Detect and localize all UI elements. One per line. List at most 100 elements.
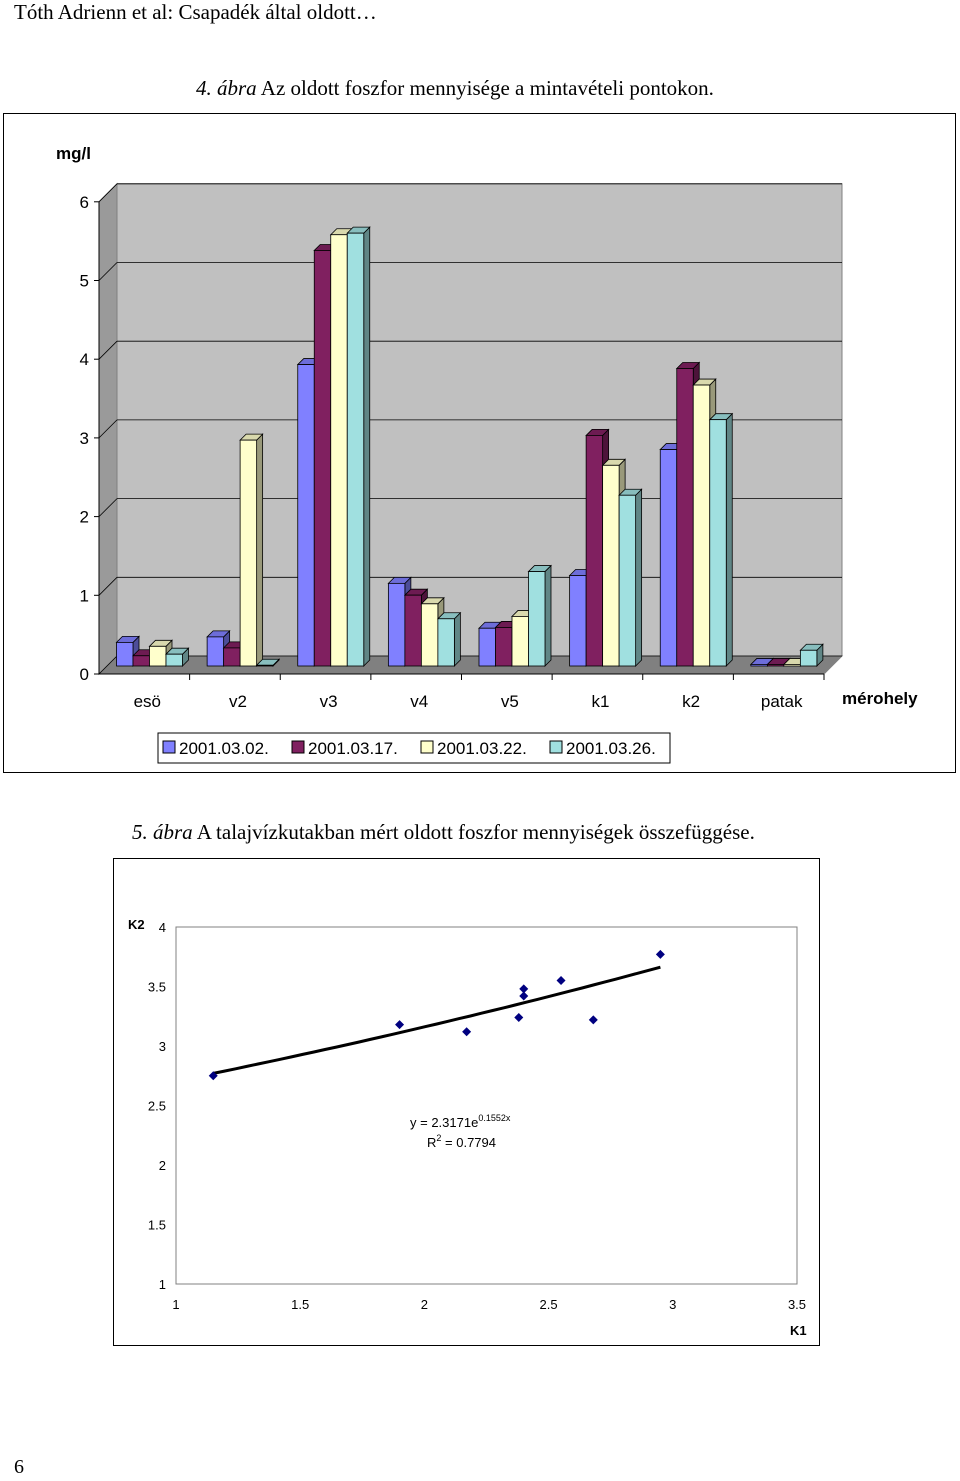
x-tick-label: 3.5 (788, 1297, 806, 1312)
bar-front (239, 439, 258, 667)
x-tick-label: v3 (320, 692, 338, 711)
trend-equation: y = 2.3171e0.1552x (410, 1113, 511, 1130)
y-tick-label: 5 (80, 272, 89, 291)
bar-front (750, 664, 768, 667)
legend-label: 2001.03.17. (308, 739, 398, 758)
legend-swatch (291, 740, 305, 754)
bar (527, 564, 552, 667)
trend-r-squared-label: R (427, 1135, 436, 1150)
y-tick-label: 3 (159, 1039, 166, 1054)
y-tick-label: 4 (159, 920, 166, 935)
x-tick-label: k2 (682, 692, 700, 711)
y-tick-label: 1 (159, 1277, 166, 1292)
bar-side (453, 611, 461, 667)
trend-r-squared-value: = 0.7794 (441, 1135, 496, 1150)
bar-front (223, 647, 241, 667)
bar-front (206, 636, 225, 667)
trend-equation-base: y = 2.3171e (410, 1115, 478, 1130)
y-axis-title: mg/l (56, 144, 91, 163)
bar-front (659, 449, 678, 667)
y-tick-label: 2.5 (148, 1099, 166, 1114)
figure2-caption-text: A talajvízkutakban mért oldott foszfor m… (192, 820, 755, 844)
bar-front (602, 464, 620, 667)
trend-r-squared: R2 = 0.7794 (427, 1133, 496, 1150)
bar (799, 643, 824, 667)
data-point (519, 991, 529, 1001)
y-tick-label: 3 (80, 429, 89, 448)
bar-front (387, 582, 406, 667)
x-tick-label: v2 (229, 692, 247, 711)
data-point (588, 1015, 598, 1025)
bar (708, 412, 734, 667)
y-tick-label: 1.5 (148, 1218, 166, 1233)
legend-swatch (420, 740, 434, 754)
x-tick-label: k1 (591, 692, 609, 711)
legend-swatch (162, 740, 176, 754)
bar-side (363, 226, 371, 667)
x-tick-label: v5 (501, 692, 519, 711)
bar-front (585, 435, 604, 667)
bar (346, 226, 371, 667)
legend-label: 2001.03.22. (437, 739, 527, 758)
x-tick-label: esö (134, 692, 161, 711)
bar-front (478, 627, 496, 667)
figure1-caption: 4. ábra Az oldott foszfor mennyisége a m… (196, 76, 714, 101)
legend-label: 2001.03.26. (566, 739, 656, 758)
bar-front (437, 618, 455, 667)
bar-chart-frame: 0 1 2 3 4 5 6 mg/l mérohely esö v2 v3 v4 v5 k1 k2 patak 2… (3, 113, 956, 773)
bar-front (569, 575, 587, 667)
y-axis-title: K2 (128, 917, 145, 932)
x-tick-label: patak (761, 692, 803, 711)
gridline-side (98, 419, 118, 439)
bar-front (116, 641, 134, 667)
trend-r-squared-sup: 2 (436, 1133, 441, 1143)
figure2-caption-number: 5. ábra (132, 820, 193, 844)
legend-swatch (549, 740, 563, 754)
y-tick-label: 2 (159, 1158, 166, 1173)
bar (436, 611, 462, 667)
page-number: 6 (14, 1456, 24, 1478)
data-point (556, 976, 566, 986)
figure2-caption: 5. ábra A talajvízkutakban mért oldott f… (132, 820, 755, 845)
bar-front (511, 616, 529, 667)
trendline (212, 965, 661, 1075)
gridline-side (98, 655, 118, 675)
legend-box (157, 732, 671, 764)
bar-front (313, 250, 332, 667)
data-point (395, 1020, 405, 1030)
bar-front (149, 645, 167, 667)
bar-front (495, 627, 513, 667)
data-point (519, 984, 529, 994)
bar-front (330, 234, 348, 667)
gridline-side (98, 577, 118, 596)
x-tick-label: 2.5 (540, 1297, 558, 1312)
scatter-chart: 1 1.5 2 2.5 3 3.5 4 1 1.5 2 2.5 3 3.5 K2 K1 y = 2.3171e… (128, 917, 807, 1338)
x-tick-label: v4 (410, 692, 428, 711)
y-tick-label: 6 (80, 193, 89, 212)
x-tick-label: 2 (421, 1297, 428, 1312)
bar (618, 488, 643, 667)
bar-front (404, 594, 422, 667)
bar-side (544, 564, 552, 667)
y-tick-label: 0 (80, 665, 89, 684)
bar-front (676, 368, 694, 667)
bar-side (256, 433, 264, 667)
gridline-side (98, 340, 118, 360)
bar-front (799, 649, 818, 667)
x-tick-label: 1.5 (291, 1297, 309, 1312)
trend-equation-exponent: 0.1552x (478, 1113, 511, 1123)
bar-front (783, 664, 801, 667)
data-point (462, 1027, 472, 1037)
y-tick-label: 4 (80, 350, 89, 369)
gridline-side (98, 183, 118, 203)
bar (255, 658, 281, 667)
bar-front (618, 494, 637, 667)
x-tick-label: 1 (172, 1297, 179, 1312)
data-point (208, 1071, 218, 1081)
bar-front (528, 571, 546, 667)
gridline-side (98, 498, 118, 517)
bar-front (709, 419, 727, 667)
data-point (655, 949, 665, 959)
y-tick-label: 3.5 (148, 980, 166, 995)
bar-front (766, 664, 785, 667)
